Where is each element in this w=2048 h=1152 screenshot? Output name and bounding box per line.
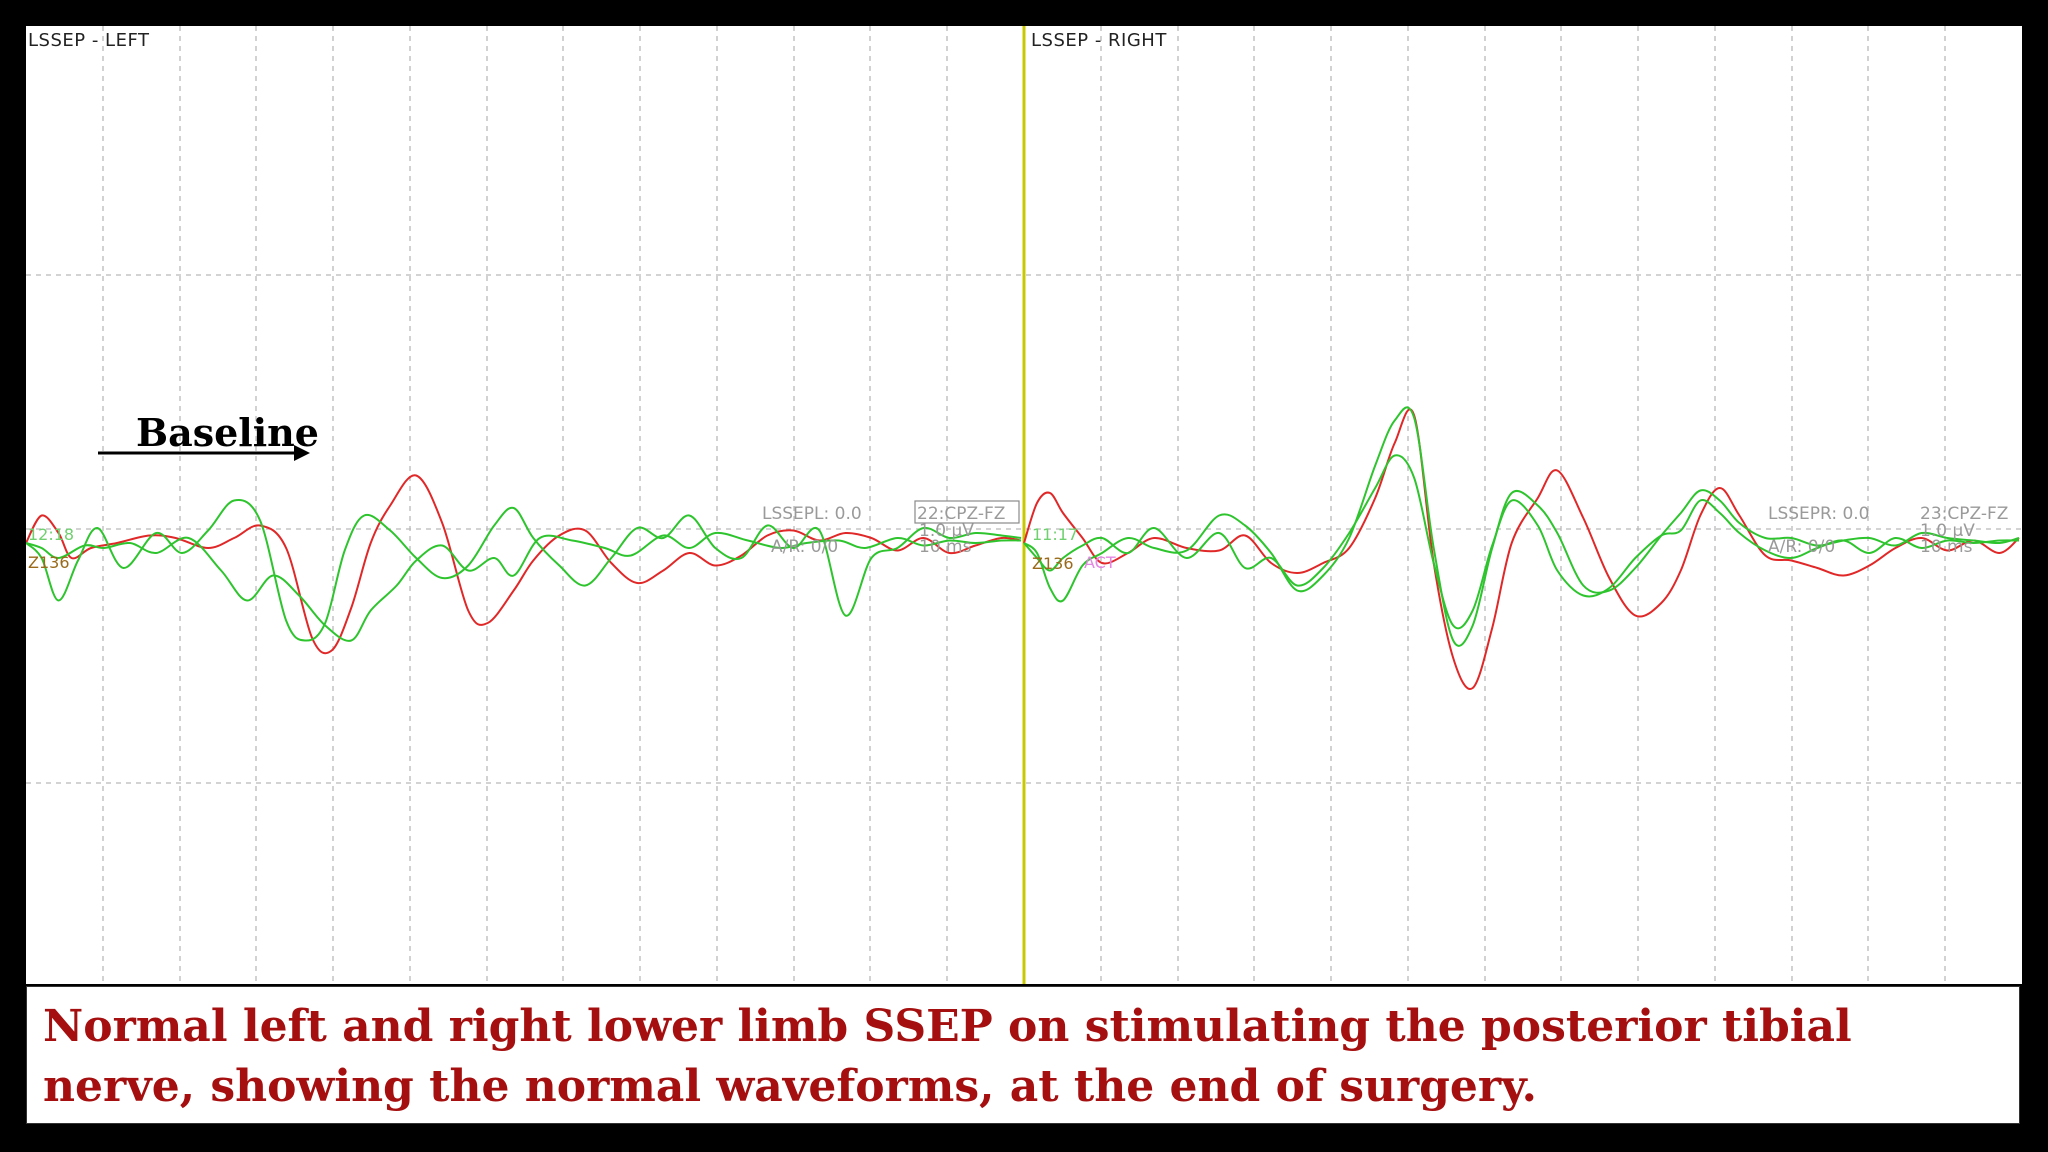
left-channel-label: 22:CPZ-FZ xyxy=(917,504,1005,524)
left-waveform-trace-3 xyxy=(26,531,1022,642)
left-green-marker: 12:18 xyxy=(28,525,74,544)
caption-box: Normal left and right lower limb SSEP on… xyxy=(26,986,2020,1124)
left-channel-info: LSSEPL: 0.0 22:CPZ-FZ 1.0 µV A/R: 0/0 10… xyxy=(762,500,1020,557)
left-red-marker: Z136 xyxy=(28,553,70,572)
baseline-arrow xyxy=(98,445,310,461)
right-ar-label: A/R: 0/0 xyxy=(1768,537,1835,557)
waveform-traces xyxy=(26,406,2020,690)
right-green-marker: 11:17 xyxy=(1032,525,1078,544)
left-channel-box xyxy=(914,500,1020,524)
grid-lines xyxy=(26,26,2022,984)
ssep-monitor-display: LSSEPL: 0.0 22:CPZ-FZ 1.0 µV A/R: 0/0 10… xyxy=(26,26,2022,984)
figure-caption: Normal left and right lower limb SSEP on… xyxy=(43,1001,1852,1112)
right-red-marker: Z136 xyxy=(1032,554,1074,573)
right-channel-info: LSSEPR: 0.0 23:CPZ-FZ 1.0 µV A/R: 0/0 10… xyxy=(1768,504,2008,557)
right-act-marker: ACT xyxy=(1084,553,1116,572)
right-panel-title: LSSEP - RIGHT xyxy=(1031,30,1167,51)
left-waveform-trace-1 xyxy=(26,474,1022,655)
left-ar-label: A/R: 0/0 xyxy=(771,537,838,557)
trace-markers: 12:18 Z136 11:17 Z136 ACT xyxy=(28,525,1116,573)
right-scale-label: 1.0 µV xyxy=(1920,521,1975,541)
right-info-label: LSSEPR: 0.0 xyxy=(1768,504,1870,524)
right-waveform-trace-1 xyxy=(1023,408,2020,690)
right-waveform-trace-3 xyxy=(1023,454,2020,630)
right-channel-label: 23:CPZ-FZ xyxy=(1920,504,2008,524)
left-info-label: LSSEPL: 0.0 xyxy=(762,504,862,524)
left-waveform-trace-2 xyxy=(26,499,1022,642)
right-waveform-trace-2 xyxy=(1023,406,2020,647)
baseline-annotation: Baseline xyxy=(136,410,319,455)
left-panel-title: LSSEP - LEFT xyxy=(28,30,150,51)
left-scale-label: 1.0 µV xyxy=(919,521,974,541)
ssep-waveform-chart: LSSEPL: 0.0 22:CPZ-FZ 1.0 µV A/R: 0/0 10… xyxy=(26,26,2022,984)
right-time-label: 10 ms xyxy=(1920,537,1973,557)
left-time-label: 10 ms xyxy=(919,537,972,557)
